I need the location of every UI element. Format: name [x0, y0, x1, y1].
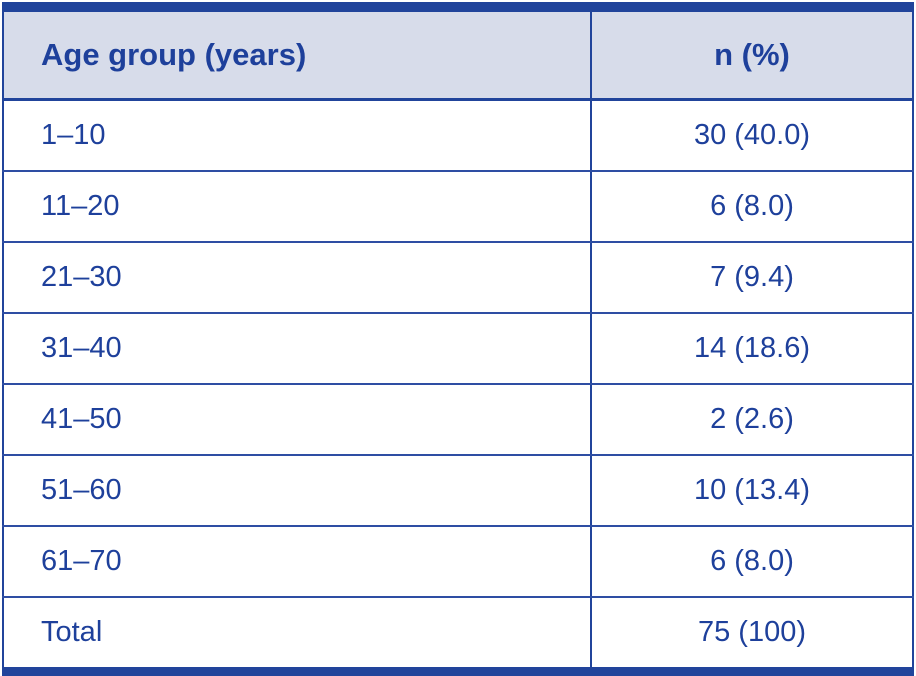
table-row: 51–60 10 (13.4) — [3, 455, 913, 527]
age-group-cell: 51–60 — [3, 455, 591, 527]
column-header-n-pct: n (%) — [590, 7, 913, 101]
column-header-age-group: Age group (years) — [3, 7, 591, 101]
table-row: 31–40 14 (18.6) — [3, 313, 913, 385]
age-group-cell: 31–40 — [3, 313, 591, 385]
n-pct-cell: 14 (18.6) — [590, 313, 913, 385]
table-row: 11–20 6 (8.0) — [3, 171, 913, 243]
table-row: 61–70 6 (8.0) — [3, 526, 913, 598]
age-group-cell: 21–30 — [3, 242, 591, 314]
table-row: 41–50 2 (2.6) — [3, 384, 913, 456]
n-pct-cell: 30 (40.0) — [590, 99, 913, 172]
age-group-cell: Total — [3, 597, 591, 672]
age-group-cell: 11–20 — [3, 171, 591, 243]
table-row-total: Total 75 (100) — [3, 597, 913, 672]
n-pct-cell: 6 (8.0) — [590, 526, 913, 598]
table-row: 1–10 30 (40.0) — [3, 99, 913, 172]
table-header-row: Age group (years) n (%) — [3, 7, 913, 101]
n-pct-cell: 10 (13.4) — [590, 455, 913, 527]
n-pct-cell: 6 (8.0) — [590, 171, 913, 243]
table-row: 21–30 7 (9.4) — [3, 242, 913, 314]
age-group-cell: 61–70 — [3, 526, 591, 598]
age-group-cell: 1–10 — [3, 99, 591, 172]
age-group-cell: 41–50 — [3, 384, 591, 456]
n-pct-cell: 7 (9.4) — [590, 242, 913, 314]
n-pct-cell: 2 (2.6) — [590, 384, 913, 456]
n-pct-cell: 75 (100) — [590, 597, 913, 672]
